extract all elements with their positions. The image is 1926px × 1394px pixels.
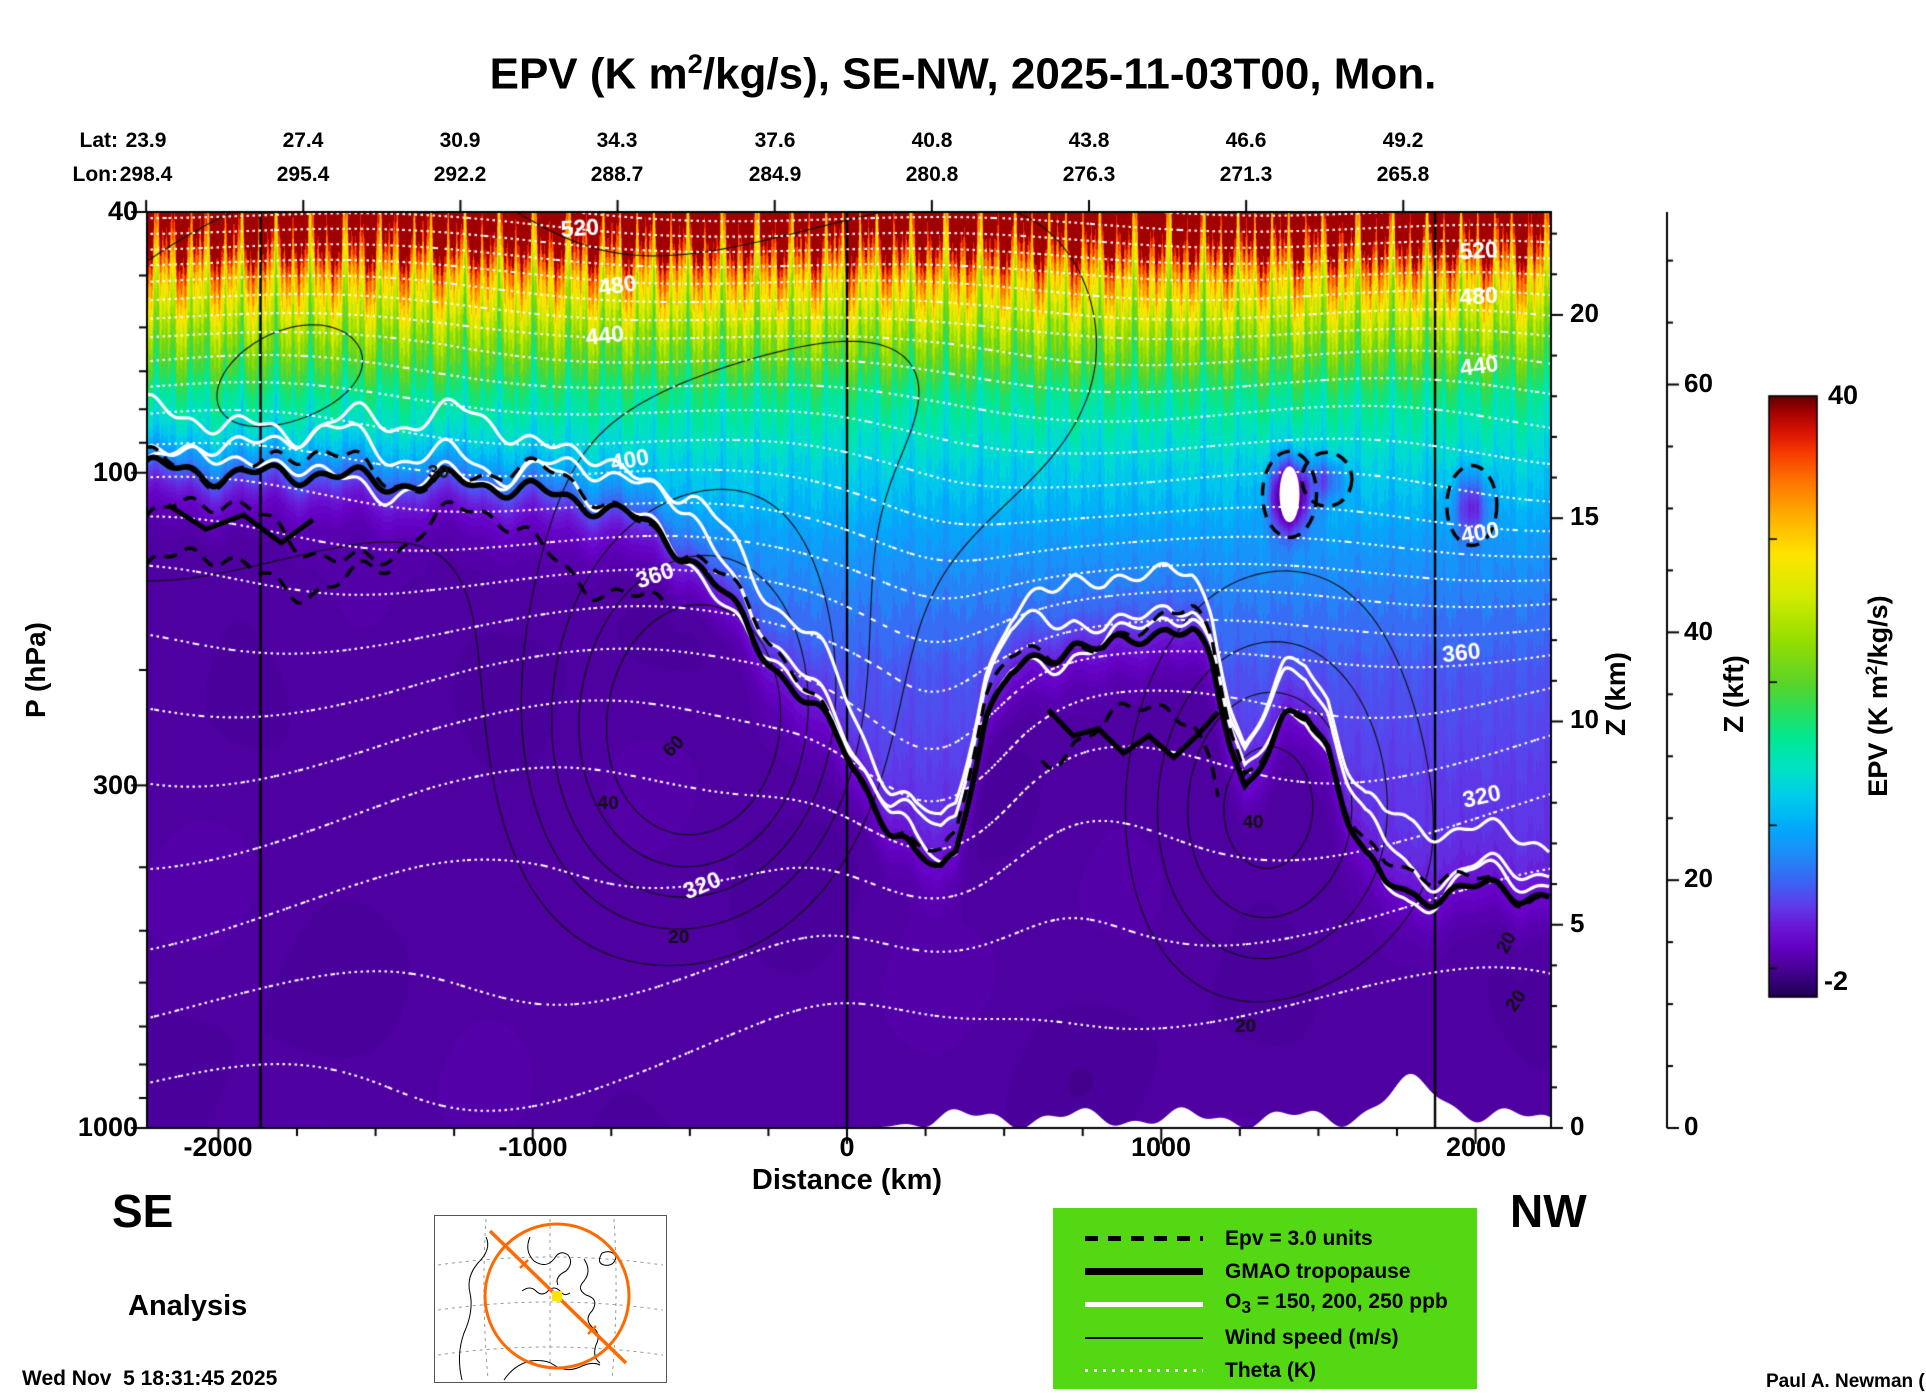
timestamp: Wed Nov 5 18:31:45 2025: [22, 1367, 278, 1390]
zkm-axis-title: Z (km): [1600, 652, 1631, 736]
x-tick-label: 1000: [1130, 1132, 1192, 1162]
legend-ozone-post: = 150, 200, 250 ppb: [1251, 1290, 1448, 1314]
lon-tick-label: 265.8: [1376, 163, 1430, 186]
colorbar-title: EPV (K m2/kg/s): [1862, 595, 1893, 797]
lat-tick-label: 46.6: [1225, 129, 1267, 152]
legend-label-epv3: Epv = 3.0 units: [1225, 1226, 1373, 1250]
lon-tick-label: 298.4: [119, 163, 173, 186]
zkm-tick-label: 0: [1570, 1111, 1585, 1141]
x-tick-label: -1000: [498, 1132, 568, 1162]
path-tick: [519, 1259, 529, 1269]
legend-label-tropopause: GMAO tropopause: [1225, 1259, 1411, 1283]
p-tick-label: 300: [92, 770, 138, 800]
zkft-tick-label: 60: [1684, 368, 1713, 398]
zkm-tick-label: 10: [1570, 704, 1599, 734]
lon-tick-label: 276.3: [1062, 163, 1116, 186]
legend-label-wind: Wind speed (m/s): [1225, 1325, 1399, 1349]
colorbar-title-post: /kg/s): [1863, 595, 1893, 666]
colorbar-min-label: -2: [1824, 966, 1849, 996]
lon-tick-label: 280.8: [905, 163, 959, 186]
endpoint-label-se: SE: [112, 1185, 174, 1237]
path-tick: [587, 1325, 597, 1335]
zkft-tick-label: 20: [1684, 863, 1713, 893]
colorbar-title-sup: 2: [1862, 665, 1881, 676]
lon-tick-label: 295.4: [276, 163, 330, 186]
legend-ozone-pre: O: [1225, 1290, 1242, 1314]
legend-ozone-sub: 3: [1241, 1297, 1252, 1318]
zkm-tick-label: 15: [1570, 501, 1599, 531]
title-post: /kg/s), SE-NW, 2025-11-03T00, Mon.: [702, 49, 1437, 99]
zkft-tick-label: 40: [1684, 616, 1713, 646]
lat-tick-label: 40.8: [911, 129, 953, 152]
endpoint-label-nw: NW: [1510, 1185, 1587, 1237]
range-circle: [483, 1222, 631, 1370]
legend-line-tropopause-icon: [1085, 1268, 1203, 1275]
lat-tick-label: 43.8: [1068, 129, 1110, 152]
zkm-tick-label: 5: [1570, 908, 1585, 938]
analysis-label: Analysis: [128, 1290, 248, 1322]
legend-line-theta-icon: [1085, 1369, 1203, 1372]
p-tick-label: 100: [92, 457, 138, 487]
legend-line-ozone-icon: [1085, 1302, 1203, 1307]
lat-tick-label: 37.6: [754, 129, 796, 152]
map-graticule: [437, 1218, 664, 1380]
x-tick-label: 2000: [1445, 1132, 1507, 1162]
x-axis-title: Distance (km): [751, 1164, 943, 1196]
title-sup: 2: [687, 48, 703, 79]
p-tick-label: 40: [107, 196, 138, 226]
credit: Paul A. Newman (NASA: [1766, 1371, 1926, 1392]
legend-line-wind-icon: [1085, 1336, 1203, 1339]
lat-tick-label: 49.2: [1382, 129, 1424, 152]
lon-tick-label: 271.3: [1219, 163, 1273, 186]
p-tick-label: 1000: [77, 1112, 138, 1142]
lon-tick-label: 288.7: [590, 163, 644, 186]
lat-tick-label: 34.3: [596, 129, 638, 152]
lat-tick-label: 27.4: [282, 129, 324, 152]
x-tick-label: 0: [839, 1132, 855, 1162]
lat-tick-label: 30.9: [439, 129, 481, 152]
coastline-path: [458, 1236, 617, 1381]
lon-tick-label: 284.9: [748, 163, 802, 186]
lat-axis-label: Lat:: [79, 129, 119, 152]
legend-line-epv3-icon: [1085, 1236, 1203, 1241]
midpoint-marker: [552, 1291, 562, 1301]
colorbar-title-pre: EPV (K m: [1863, 675, 1893, 797]
legend-label-ozone: O3 = 150, 200, 250 ppb: [1225, 1290, 1448, 1318]
lon-axis-label: Lon:: [72, 163, 118, 186]
legend-label-theta: Theta (K): [1225, 1358, 1316, 1382]
p-axis-title: P (hPa): [20, 622, 51, 718]
page-title: EPV (K m2/kg/s), SE-NW, 2025-11-03T00, M…: [490, 50, 1437, 97]
legend-box: Epv = 3.0 units GMAO tropopause O3 = 150…: [1053, 1208, 1477, 1389]
map-inset: [434, 1215, 667, 1383]
x-tick-label: -2000: [183, 1132, 253, 1162]
title-pre: EPV (K m: [489, 49, 688, 99]
lat-tick-label: 23.9: [125, 129, 167, 152]
colorbar-max-label: 40: [1828, 380, 1859, 410]
zkft-axis-title: Z (kft): [1718, 655, 1749, 733]
zkft-tick-label: 0: [1684, 1111, 1699, 1141]
lon-tick-label: 292.2: [433, 163, 487, 186]
zkm-tick-label: 20: [1570, 298, 1599, 328]
